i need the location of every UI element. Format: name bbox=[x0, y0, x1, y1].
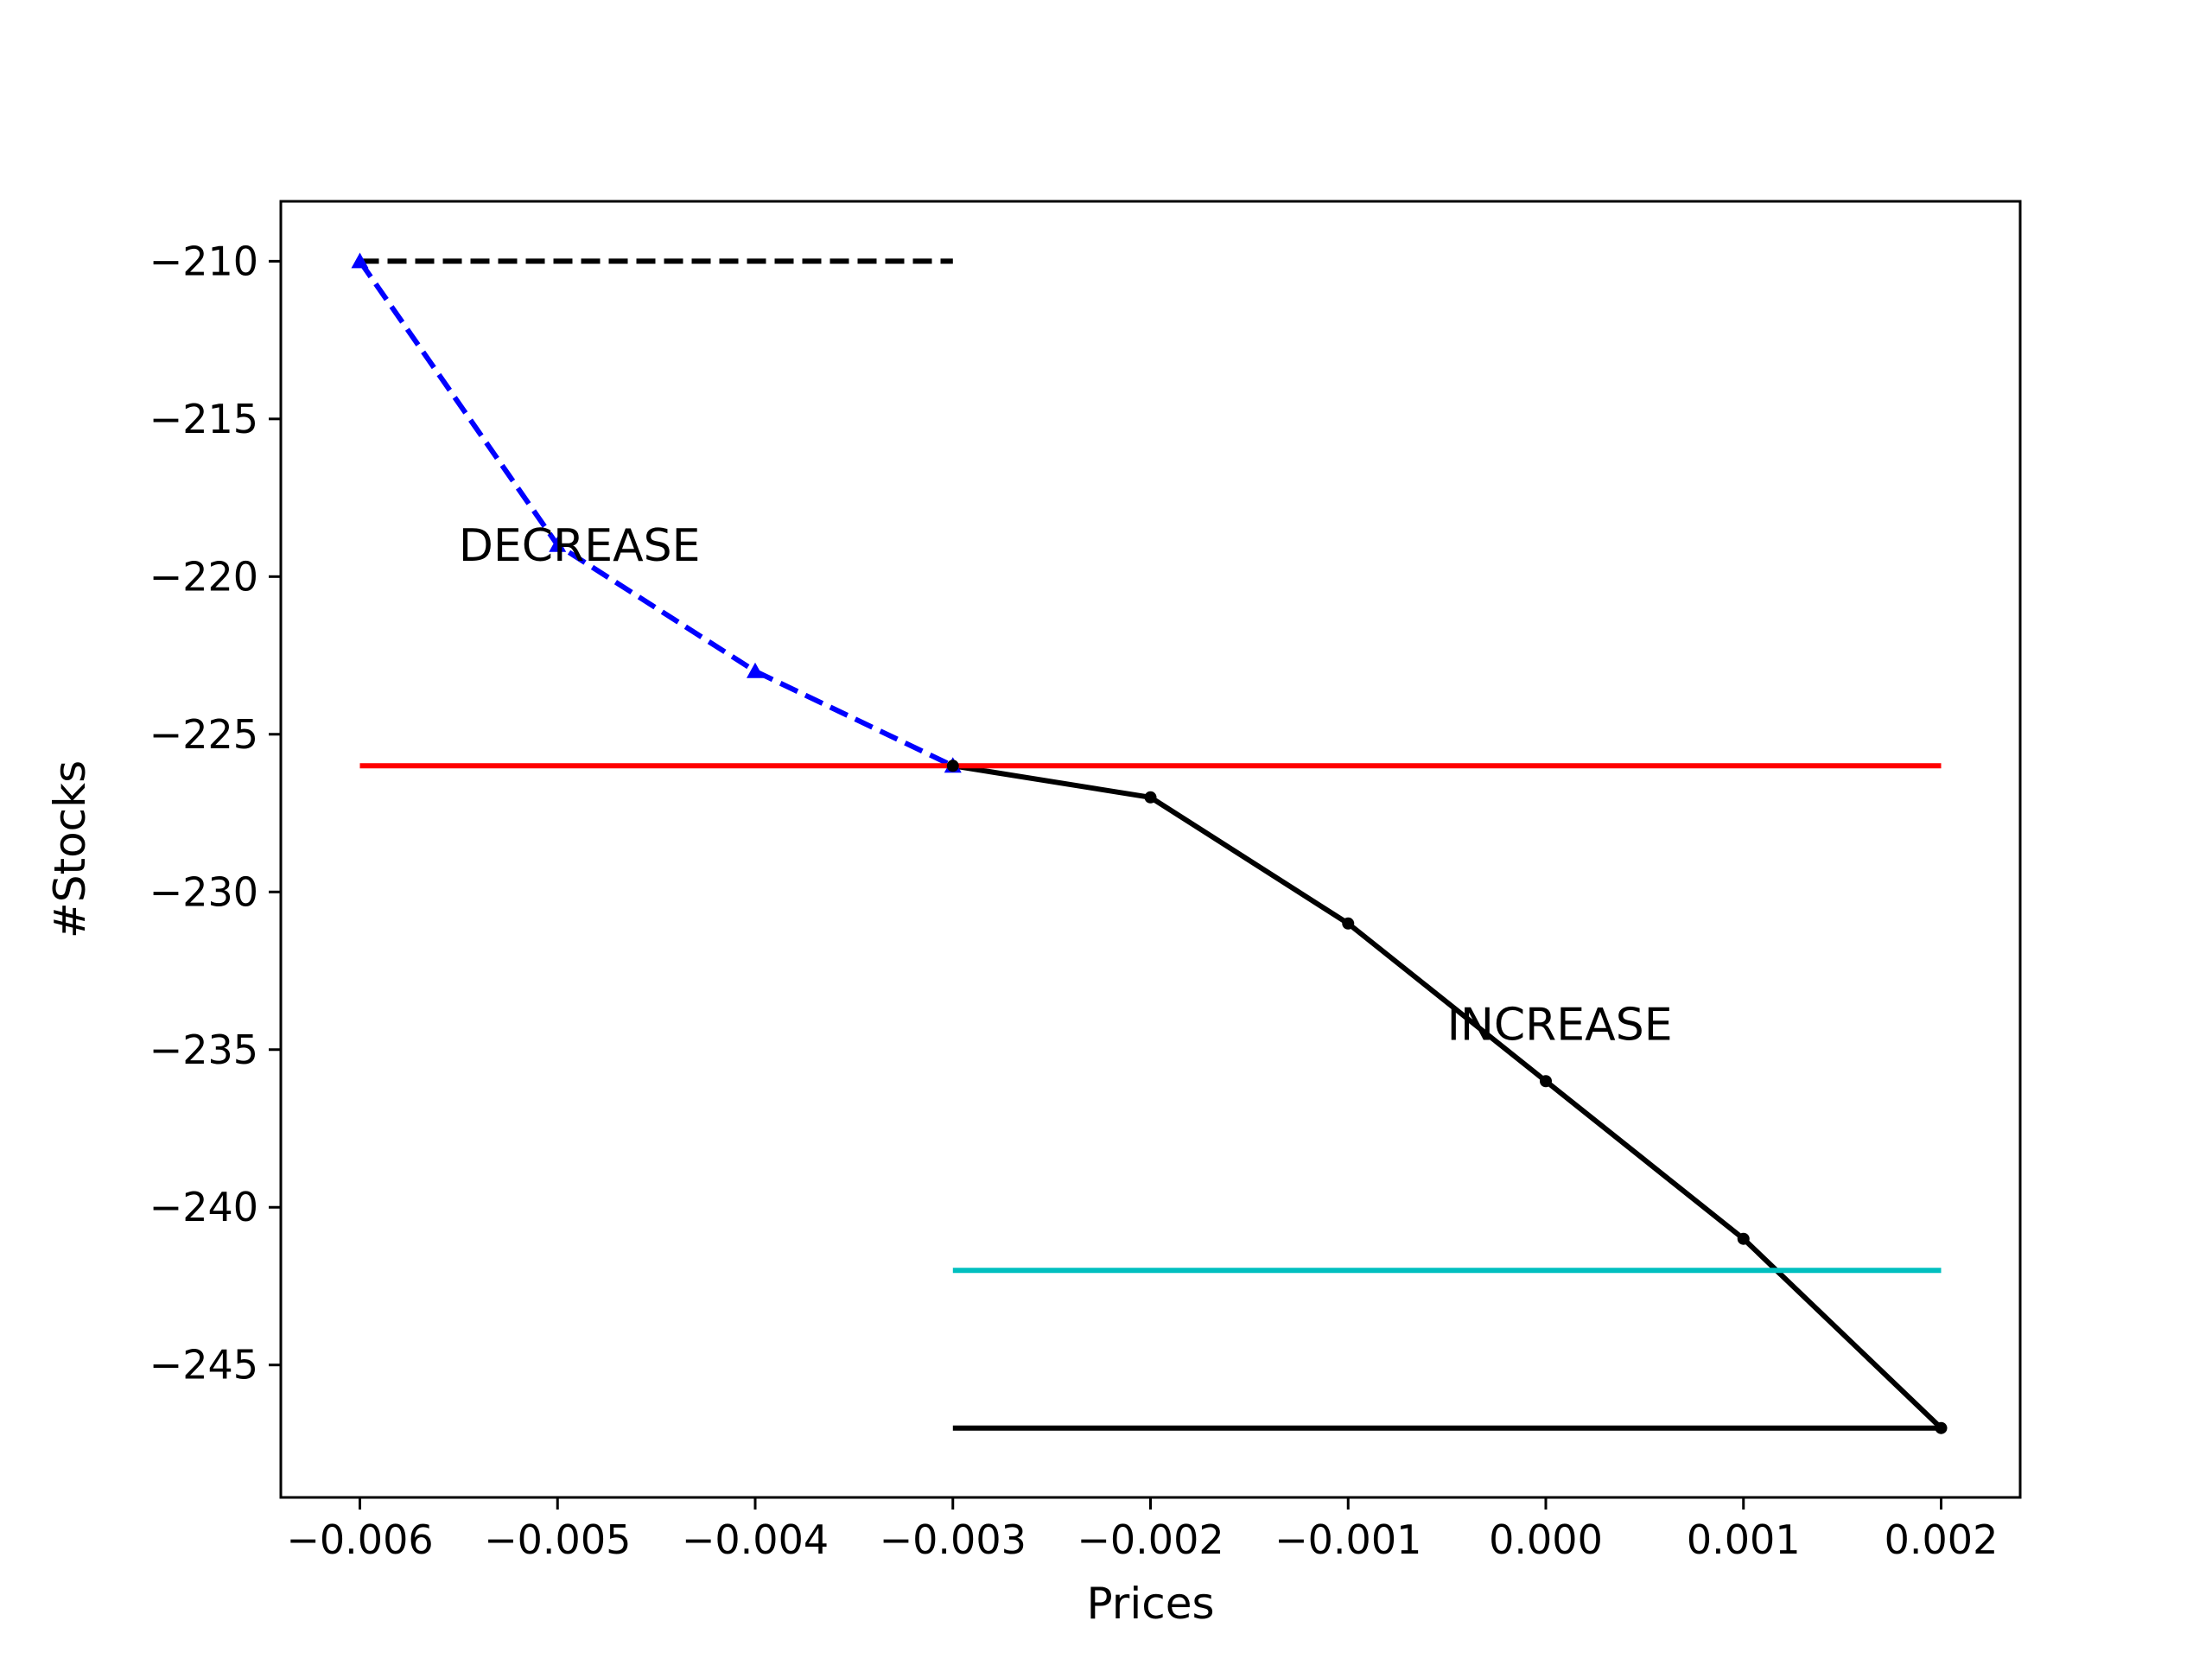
series-line-0 bbox=[358, 259, 955, 769]
data-point bbox=[549, 536, 567, 552]
x-tick-label: −0.002 bbox=[1077, 1516, 1224, 1563]
annotation-layer: DECREASE INCREASE bbox=[459, 520, 1673, 1052]
series-layer bbox=[358, 258, 1943, 1431]
data-point bbox=[1144, 791, 1157, 804]
data-point bbox=[1935, 1421, 1948, 1434]
annotation-label: DECREASE bbox=[459, 520, 701, 572]
y-tick-label: −240 bbox=[149, 1184, 258, 1230]
y-tick-label: −230 bbox=[149, 868, 258, 915]
x-tick-label: −0.004 bbox=[682, 1516, 829, 1563]
y-tick-label: −215 bbox=[149, 396, 258, 442]
x-axis-ticks: −0.006 −0.005 −0.004 −0.003 −0.002 −0.001 0.00… bbox=[286, 1497, 1998, 1563]
data-point bbox=[946, 760, 959, 772]
x-tick-label: 0.001 bbox=[1687, 1516, 1801, 1563]
x-tick-label: −0.001 bbox=[1274, 1516, 1421, 1563]
y-tick-label: −245 bbox=[149, 1342, 258, 1389]
y-tick-label: −225 bbox=[149, 711, 258, 758]
x-axis-label: Prices bbox=[1086, 1579, 1214, 1629]
data-point bbox=[351, 252, 369, 269]
data-point bbox=[747, 662, 764, 678]
x-tick-label: −0.005 bbox=[484, 1516, 631, 1563]
annotation-label: INCREASE bbox=[1447, 1000, 1673, 1052]
y-axis-ticks: −210 −215 −220 −225 −230 −235 −240 −245 bbox=[149, 238, 281, 1389]
data-point bbox=[1737, 1232, 1750, 1245]
x-tick-label: −0.006 bbox=[286, 1516, 433, 1563]
x-tick-label: 0.000 bbox=[1489, 1516, 1603, 1563]
data-point bbox=[1540, 1075, 1552, 1088]
y-tick-label: −235 bbox=[149, 1027, 258, 1073]
data-point bbox=[1342, 917, 1355, 930]
x-tick-label: 0.002 bbox=[1885, 1516, 1999, 1563]
y-axis-label: #Stocks bbox=[45, 760, 95, 938]
x-tick-label: −0.003 bbox=[880, 1516, 1027, 1563]
y-tick-label: −220 bbox=[149, 553, 258, 600]
y-tick-label: −210 bbox=[149, 238, 258, 284]
marker-layer bbox=[351, 252, 1948, 1434]
